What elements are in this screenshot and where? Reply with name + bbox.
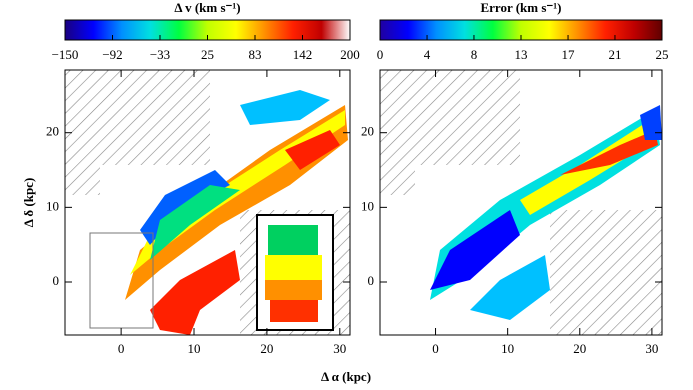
y-tick-label: 20	[361, 124, 374, 139]
panel-title: Error (km s⁻¹)	[480, 0, 561, 15]
colorbar-tick-label: 0	[377, 47, 384, 62]
colorbar-tick-label: 25	[201, 47, 214, 62]
colorbar-tick-label: 13	[515, 47, 528, 62]
map-right	[380, 70, 662, 335]
colorbar-tick-label: −150	[52, 47, 79, 62]
y-tick-label: 20	[46, 124, 59, 139]
panel-title: Δ v (km s⁻¹)	[174, 0, 240, 15]
x-tick-label: 20	[260, 341, 273, 356]
plot-frame	[379, 69, 663, 336]
colorbar-tick-label: 8	[471, 47, 478, 62]
x-axis-label: Δ α (kpc)	[321, 369, 371, 384]
x-tick-label: 10	[501, 341, 514, 356]
colorbar-tick-label: 200	[340, 47, 360, 62]
map-left	[65, 70, 350, 335]
y-tick-label: 0	[53, 273, 60, 288]
x-tick-label: 30	[333, 341, 346, 356]
colorbar-tick-label: 25	[656, 47, 669, 62]
y-tick-label: 10	[361, 198, 374, 213]
x-tick-label: 20	[573, 341, 586, 356]
plot-frame	[64, 69, 351, 336]
y-tick-label: 0	[368, 273, 375, 288]
y-tick-label: 10	[46, 198, 59, 213]
colorbar-tick-label: 21	[608, 47, 621, 62]
x-tick-label: 0	[118, 341, 125, 356]
colorbar-tick-label: −92	[102, 47, 122, 62]
colorbar-tick-label: 83	[248, 47, 261, 62]
x-tick-label: 10	[188, 341, 201, 356]
colorbar-tick-label: 4	[424, 47, 431, 62]
colorbar-tick-label: −33	[150, 47, 170, 62]
x-tick-label: 0	[432, 341, 439, 356]
colorbar-tick-label: 142	[293, 47, 313, 62]
colorbar-tick-label: 17	[562, 47, 576, 62]
x-tick-label: 30	[645, 341, 658, 356]
y-axis-label: Δ δ (kpc)	[21, 178, 36, 228]
